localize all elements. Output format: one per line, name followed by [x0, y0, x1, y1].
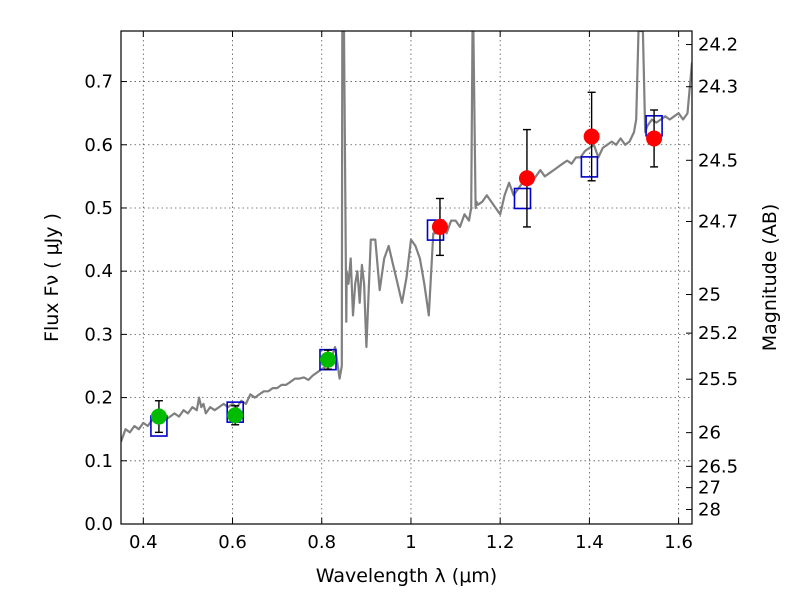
model-spectrum [121, 31, 692, 443]
optical-point [227, 407, 244, 424]
magnitude-tick-label: 28 [698, 500, 721, 521]
model-square-marker [580, 156, 599, 178]
magnitude-tick-label: 24.2 [698, 35, 738, 56]
plot-frame [120, 30, 693, 525]
magnitude-tick-label: 27 [698, 478, 721, 499]
magnitude-tick-label: 26.5 [698, 456, 738, 477]
magnitude-tick-label: 24.3 [698, 77, 738, 98]
magnitude-tick-label: 25 [698, 285, 721, 306]
photometry-markers [150, 91, 663, 437]
x-tick-label: 0.4 [129, 532, 158, 553]
nir-point [431, 218, 448, 235]
y-tick-label: 0.0 [84, 514, 113, 535]
grid [121, 31, 692, 525]
y-tick-label: 0.7 [84, 72, 113, 93]
y-tick-label: 0.6 [84, 135, 113, 156]
optical-point [319, 351, 336, 368]
x-tick-label: 0.8 [307, 532, 336, 553]
x-tick-label: 1.6 [664, 532, 693, 553]
y-tick-label: 0.4 [84, 261, 113, 282]
y-tick-label: 0.2 [84, 388, 113, 409]
magnitude-tick-label: 24.5 [698, 150, 738, 171]
magnitude-tick-label: 25.2 [698, 323, 738, 344]
y-tick-label: 0.3 [84, 324, 113, 345]
x-tick-label: 1 [405, 532, 416, 553]
spectrum-line [121, 31, 692, 443]
x-axis-label: Wavelength λ (μm) [316, 565, 497, 587]
nir-point [518, 170, 535, 187]
y-tick-label: 0.5 [84, 198, 113, 219]
x-tick-label: 1.2 [486, 532, 515, 553]
axis-ticks: 0.4 0.6 0.8 1 1.2 1.4 1.6 0.0 0.1 0.2 0.3 0.4 0.5 0.6… [84, 31, 738, 553]
model-square-marker [513, 187, 532, 210]
magnitude-tick-label: 25.5 [698, 369, 738, 390]
x-tick-label: 1.4 [575, 532, 604, 553]
y-axis-label: Flux Fν ( μJy ) [41, 213, 63, 342]
optical-point [150, 408, 167, 425]
y-tick-label: 0.1 [84, 451, 113, 472]
nir-point [583, 128, 600, 145]
x-tick-label: 0.6 [218, 532, 247, 553]
magnitude-tick-label: 24.7 [698, 211, 738, 232]
right-axis-label: Magnitude (AB) [759, 204, 781, 352]
nir-point [646, 130, 663, 147]
magnitude-tick-label: 26 [698, 423, 721, 444]
